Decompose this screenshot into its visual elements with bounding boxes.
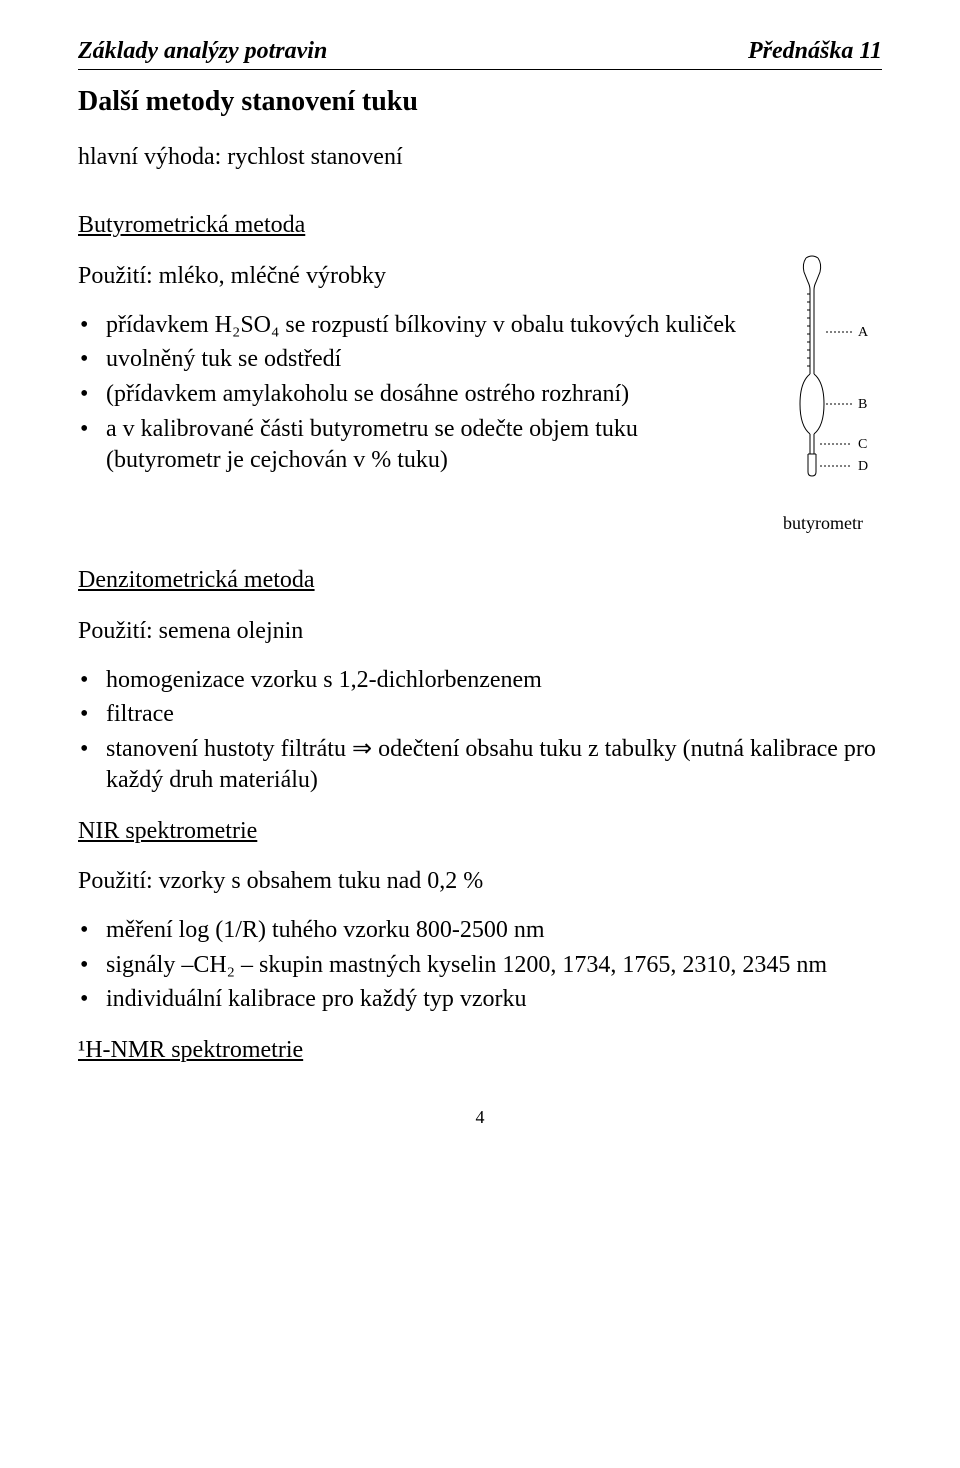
list-item: individuální kalibrace pro každý typ vzo… <box>78 984 882 1015</box>
list-item: přídavkem H₂SO₄ se rozpustí bílkoviny v … <box>78 310 750 341</box>
denzi-heading: Denzitometrická metoda <box>78 565 882 596</box>
page-number: 4 <box>78 1106 882 1129</box>
butyro-row: Butyrometrická metoda Použití: mléko, ml… <box>78 190 882 535</box>
fig-label-c: C <box>858 437 867 452</box>
list-item: filtrace <box>78 699 882 730</box>
denzi-list: homogenizace vzorku s 1,2-dichlorbenzene… <box>78 665 882 796</box>
butyro-list: přídavkem H₂SO₄ se rozpustí bílkoviny v … <box>78 310 750 476</box>
header-right: Přednáška 11 <box>748 36 882 67</box>
butyro-main: Butyrometrická metoda Použití: mléko, ml… <box>78 190 750 479</box>
header-rule <box>78 69 882 70</box>
list-item: stanovení hustoty filtrátu ⇒ odečtení ob… <box>78 734 882 795</box>
page-header: Základy analýzy potravin Přednáška 11 <box>78 36 882 67</box>
nir-list: měření log (1/R) tuhého vzorku 800-2500 … <box>78 915 882 1015</box>
fig-label-b: B <box>858 397 867 412</box>
butyro-heading: Butyrometrická metoda <box>78 210 750 241</box>
list-item: signály –CH₂ – skupin mastných kyselin 1… <box>78 950 882 981</box>
butyrometer-figure: A B C D butyrometr <box>764 254 882 535</box>
hnmr-heading: ¹H-NMR spektrometrie <box>78 1035 882 1066</box>
list-item: homogenizace vzorku s 1,2-dichlorbenzene… <box>78 665 882 696</box>
list-item: (přídavkem amylakoholu se dosáhne ostréh… <box>78 379 750 410</box>
list-item: a v kalibrované části butyrometru se ode… <box>78 414 750 475</box>
butyro-use: Použití: mléko, mléčné výrobky <box>78 261 750 292</box>
nir-heading: NIR spektrometrie <box>78 816 882 847</box>
butyrometer-svg: A B C D <box>764 254 882 504</box>
list-item: měření log (1/R) tuhého vzorku 800-2500 … <box>78 915 882 946</box>
denzi-use: Použití: semena olejnin <box>78 616 882 647</box>
intro-line: hlavní výhoda: rychlost stanovení <box>78 142 882 173</box>
list-item: uvolněný tuk se odstředí <box>78 344 750 375</box>
page-title: Další metody stanovení tuku <box>78 84 882 120</box>
fig-label-a: A <box>858 325 869 340</box>
header-left: Základy analýzy potravin <box>78 36 327 67</box>
nir-use: Použití: vzorky s obsahem tuku nad 0,2 % <box>78 866 882 897</box>
figure-caption: butyrometr <box>764 512 882 535</box>
fig-label-d: D <box>858 459 868 474</box>
